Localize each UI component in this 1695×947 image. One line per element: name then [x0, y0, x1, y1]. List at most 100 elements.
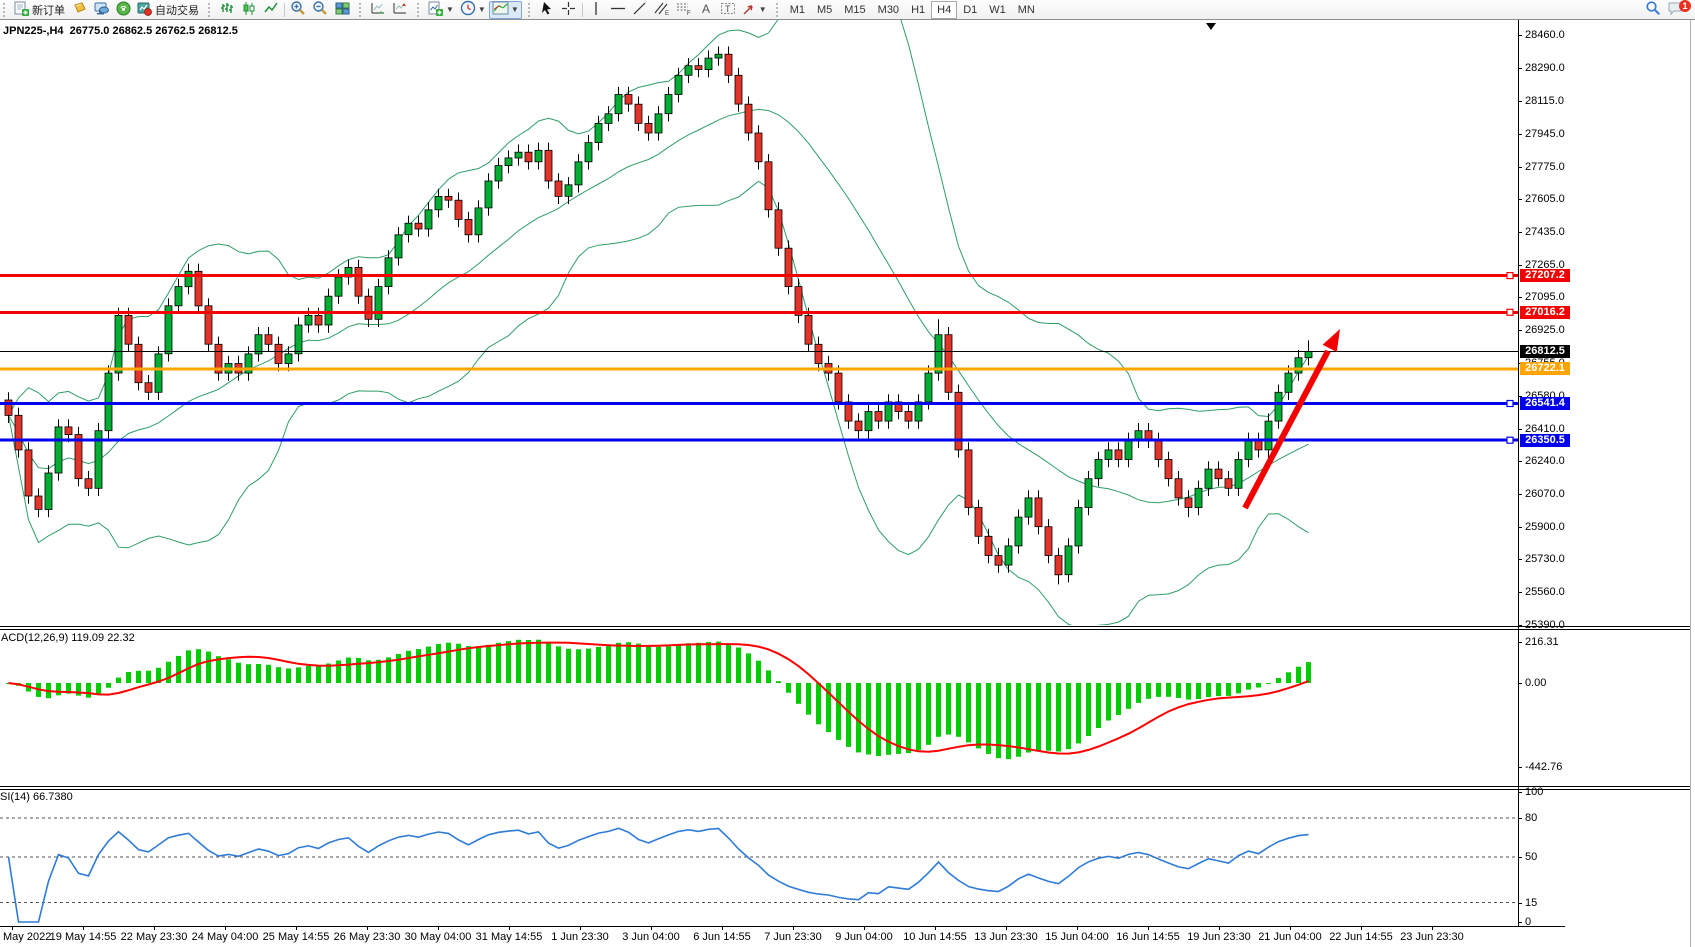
macd-panel[interactable]	[6, 639, 1311, 760]
macd-bar	[416, 649, 421, 683]
crosshair-button[interactable]	[558, 1, 580, 19]
trend-arrow-head[interactable]	[1322, 329, 1340, 352]
candle-down	[854, 420, 863, 432]
tile-windows-button[interactable]	[331, 1, 353, 19]
macd-bar	[326, 663, 331, 683]
candle-down	[814, 343, 823, 364]
price-scale[interactable]: 28460.0 28290.0 28115.0 27945.0 27775.0 27605…	[1519, 0, 1695, 947]
macd-bar	[366, 660, 371, 683]
trend-arrow-line[interactable]	[1242, 349, 1331, 510]
candle-down	[214, 343, 223, 374]
rsi-tick-label: 100	[1525, 786, 1544, 798]
indicators-button[interactable]: ▼	[425, 1, 457, 19]
macd-bar	[816, 683, 821, 725]
toolbar-group-objects: E F A T ▼	[525, 0, 773, 20]
macd-bar	[956, 683, 961, 737]
candle-up	[304, 314, 313, 326]
rsi-tick-label: 0	[1525, 916, 1532, 928]
equidistant-channel-button[interactable]: E	[651, 1, 673, 19]
autotrading-button[interactable]: 自动交易	[134, 1, 202, 19]
candle-down	[1224, 478, 1233, 489]
line-anchor-marker[interactable]	[1506, 308, 1514, 316]
trendline-button[interactable]	[629, 1, 651, 19]
signals-button[interactable]	[112, 1, 134, 19]
auto-scroll-button[interactable]	[367, 1, 389, 19]
candle-up	[474, 207, 483, 236]
time-axis[interactable]: May 2022 19 May 14:55 22 May 23:30 24 May 0…	[0, 926, 1695, 947]
macd-bar	[426, 646, 431, 683]
rsi-panel[interactable]	[0, 817, 1518, 923]
candle-up	[934, 334, 943, 374]
timeframe-button-m1[interactable]: M1	[789, 3, 805, 16]
macd-bar	[586, 648, 591, 683]
timeframe-button-m5[interactable]: M5	[816, 3, 833, 16]
macd-bar	[1036, 683, 1041, 751]
vertical-line-button[interactable]	[585, 1, 607, 19]
timeframe-button-mn[interactable]: MN	[1017, 3, 1035, 16]
main-panel[interactable]	[0, 0, 1518, 627]
candle-up	[1234, 459, 1243, 489]
line-chart-button[interactable]	[260, 1, 282, 19]
zoom-out-button[interactable]	[309, 1, 331, 19]
chart-shift-marker[interactable]	[1206, 23, 1216, 30]
price-tick-label: 28460.0	[1525, 29, 1565, 41]
chart-shift-button[interactable]	[389, 1, 411, 19]
macd-bar	[1206, 683, 1211, 698]
candle-up	[664, 94, 673, 115]
timeframe-button-d1[interactable]: D1	[963, 3, 978, 16]
templates-button[interactable]: ▼	[488, 0, 522, 19]
timeframe-button-h1[interactable]: H1	[911, 3, 926, 16]
horizontal-line-button[interactable]	[607, 1, 629, 19]
cloud-monitor-icon	[93, 1, 109, 19]
candle-up	[54, 426, 63, 474]
macd-bar	[676, 644, 681, 683]
candle-up	[884, 401, 893, 422]
line-anchor-marker[interactable]	[1506, 436, 1514, 444]
rsi-tick-label: 50	[1525, 851, 1538, 863]
timeframe-button-m30[interactable]: M30	[877, 3, 900, 16]
search-button[interactable]	[1642, 1, 1664, 19]
vertical-line-icon	[590, 1, 602, 19]
arrows-icon	[742, 1, 757, 19]
candle-up	[484, 180, 493, 209]
line-anchor-marker[interactable]	[1506, 272, 1514, 280]
text-icon: A	[699, 1, 713, 19]
timeframe-button-m15[interactable]: M15	[844, 3, 866, 16]
candle-up	[1074, 507, 1083, 547]
toolbar-group-chart-type	[205, 0, 356, 20]
new-order-button[interactable]: 新订单	[11, 1, 68, 19]
line-chart-icon	[263, 1, 279, 19]
macd-bar	[126, 672, 131, 683]
timeframe-button-w1[interactable]: W1	[989, 3, 1006, 16]
macd-bar	[166, 661, 171, 683]
price-line-label-26541.4: 26541.4	[1520, 397, 1570, 411]
window-edge	[1690, 0, 1691, 947]
cursor-button[interactable]	[536, 1, 558, 19]
fibonacci-button[interactable]: F	[673, 1, 695, 19]
price-tick-label: 26925.0	[1525, 323, 1565, 336]
candle-down	[1214, 468, 1223, 480]
text-label-button[interactable]: T	[717, 1, 739, 19]
candlestick-chart-button[interactable]	[238, 1, 260, 19]
deposit-button[interactable]	[68, 1, 90, 19]
macd-bar	[936, 683, 941, 737]
candle-down	[1054, 555, 1063, 576]
timeframe-button-h4[interactable]: H4	[931, 0, 958, 19]
web-terminal-button[interactable]	[90, 1, 112, 19]
candle-down	[964, 449, 973, 508]
arrows-button[interactable]: ▼	[739, 1, 770, 19]
macd-bar	[1126, 683, 1131, 709]
candle-up	[1284, 372, 1293, 393]
zoom-in-button[interactable]	[287, 1, 309, 19]
candle-down	[754, 132, 763, 163]
notifications-button[interactable]: 1	[1664, 0, 1691, 19]
text-button[interactable]: A	[695, 1, 717, 19]
bar-chart-button[interactable]	[216, 1, 238, 19]
periods-button[interactable]: ▼	[457, 0, 489, 19]
line-anchor-marker[interactable]	[1506, 399, 1514, 408]
candle-down	[74, 434, 83, 480]
candle-up	[374, 286, 383, 320]
candle-down	[624, 94, 633, 105]
candle-up	[104, 372, 113, 432]
